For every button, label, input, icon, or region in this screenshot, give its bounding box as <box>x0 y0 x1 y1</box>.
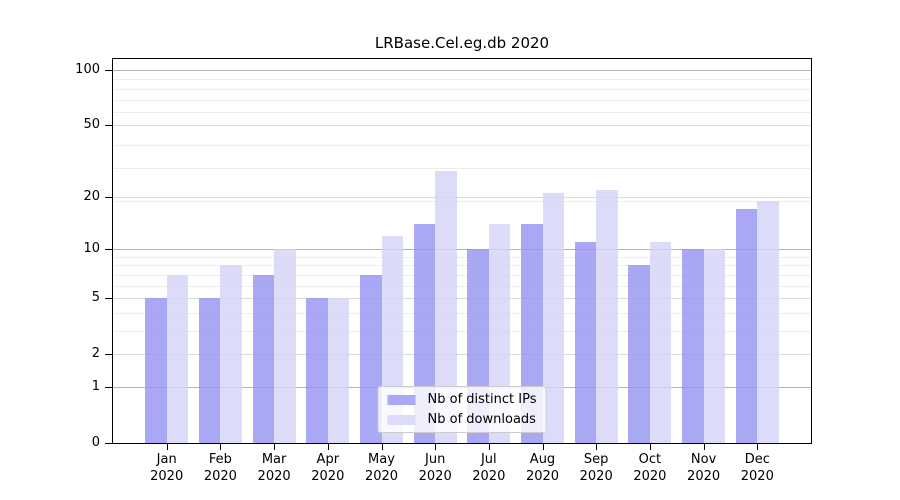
gridline-minor <box>113 312 811 314</box>
gridline-minor <box>113 79 811 81</box>
bar-distinct-ips <box>735 209 758 443</box>
gridline-minor <box>113 256 811 258</box>
y-tick <box>105 125 113 127</box>
y-tick-label: 5 <box>91 290 100 306</box>
legend-label-distinct-ips: Nb of distinct IPs <box>427 392 537 407</box>
gridline-minor <box>113 285 811 287</box>
x-tick <box>542 443 544 450</box>
plot-area: Nb of distinct IPs Nb of downloads <box>112 58 812 444</box>
bar-downloads <box>327 298 350 443</box>
x-tick <box>488 443 490 450</box>
x-tick <box>757 443 759 450</box>
x-tick <box>327 443 329 450</box>
gridline <box>113 298 811 300</box>
x-tick-label: Jan 2020 <box>150 452 184 484</box>
x-tick-label: May 2020 <box>364 452 399 484</box>
legend-item-downloads: Nb of downloads <box>387 412 537 427</box>
gridline-minor <box>113 265 811 267</box>
bar-distinct-ips <box>682 249 704 443</box>
y-tick-label: 20 <box>83 188 100 204</box>
gridline-minor <box>113 99 811 101</box>
y-tick-label: 10 <box>83 241 100 257</box>
bar-downloads <box>703 249 726 443</box>
gridline-minor <box>113 168 811 170</box>
legend: Nb of distinct IPs Nb of downloads <box>377 386 547 433</box>
bar-downloads <box>274 249 296 443</box>
gridline <box>113 196 811 198</box>
x-tick-label: Feb 2020 <box>203 452 237 484</box>
gridline-minor <box>113 200 811 202</box>
x-tick-label: Apr 2020 <box>311 452 345 484</box>
gridline-major <box>113 249 811 251</box>
gridline-minor <box>113 274 811 276</box>
bar-downloads <box>649 242 672 443</box>
y-tick <box>105 354 113 356</box>
gridline-minor <box>113 144 811 146</box>
gridline-minor <box>113 331 811 332</box>
bar-downloads <box>166 274 189 443</box>
y-tick <box>105 249 113 251</box>
bar-downloads <box>542 193 564 443</box>
chart-title: LRBase.Cel.eg.db 2020 <box>374 34 550 52</box>
legend-label-downloads: Nb of downloads <box>427 412 536 427</box>
x-tick-label: Oct 2020 <box>633 452 667 484</box>
x-tick-label: Mar 2020 <box>257 452 291 484</box>
y-tick-label: 100 <box>75 62 100 77</box>
x-tick-label: Sep 2020 <box>579 452 613 484</box>
bar-distinct-ips <box>628 265 650 443</box>
gridline-minor <box>113 112 811 114</box>
x-tick <box>166 443 168 450</box>
bar-downloads <box>220 265 242 443</box>
gridline-major <box>113 70 811 71</box>
x-tick <box>649 443 651 450</box>
x-tick <box>274 443 276 450</box>
x-tick <box>435 443 437 450</box>
x-tick-label: Dec 2020 <box>740 452 774 484</box>
x-tick-label: Jul 2020 <box>472 452 506 484</box>
bar-distinct-ips <box>306 298 328 443</box>
y-tick-label: 50 <box>83 117 100 133</box>
legend-swatch-distinct-ips <box>387 394 416 405</box>
gridline <box>113 125 811 127</box>
bar-distinct-ips <box>198 298 221 443</box>
x-tick <box>220 443 222 450</box>
x-tick-label: Nov 2020 <box>687 452 721 484</box>
bar-downloads <box>596 189 618 443</box>
x-tick-label: Jun 2020 <box>418 452 452 484</box>
bar-distinct-ips <box>574 242 597 443</box>
y-tick <box>105 70 113 71</box>
y-tick-label: 0 <box>91 435 100 450</box>
y-tick <box>105 196 113 198</box>
bar-downloads <box>757 200 779 443</box>
x-tick-label: Aug 2020 <box>525 452 560 484</box>
bar-distinct-ips <box>360 274 382 443</box>
x-tick <box>703 443 705 450</box>
y-tick-label: 1 <box>91 379 100 394</box>
legend-item-distinct-ips: Nb of distinct IPs <box>387 392 537 407</box>
y-tick <box>105 443 113 444</box>
y-tick-label: 2 <box>91 346 100 362</box>
gridline <box>113 354 811 356</box>
x-tick <box>596 443 598 450</box>
legend-swatch-downloads <box>387 414 416 425</box>
y-tick <box>105 387 113 388</box>
x-tick <box>381 443 383 450</box>
bar-downloads <box>435 170 457 443</box>
y-tick <box>105 298 113 300</box>
gridline-minor <box>113 88 811 90</box>
bar-distinct-ips <box>145 298 167 443</box>
bar-distinct-ips <box>252 274 275 443</box>
